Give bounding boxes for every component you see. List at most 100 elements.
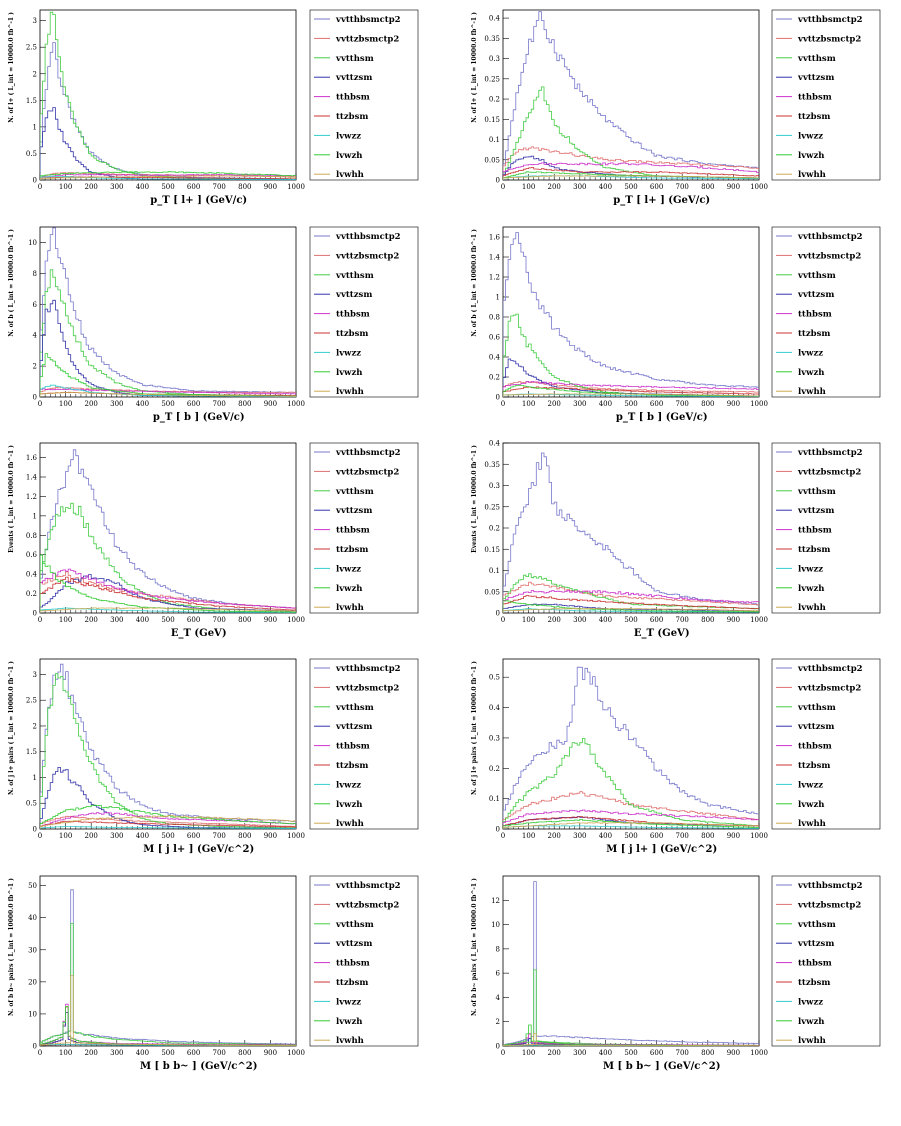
x-tick-label: 900 (264, 183, 277, 191)
x-tick-label: 100 (59, 1049, 72, 1057)
chart-panel-4: 0 100 200 300 400 500 600 700 800 900 1000 0 0.2 0.4 0… (471, 226, 881, 423)
series-lvwzz (503, 175, 759, 180)
legend-label: tthbsm (798, 959, 832, 969)
y-tick-label: 0.15 (484, 546, 500, 554)
legend-label: vvtthbsmctp2 (335, 15, 401, 25)
x-tick-label: 1000 (287, 832, 305, 840)
series-tthbsm (40, 173, 296, 180)
legend-label: vvttzsm (797, 290, 834, 300)
legend-label: lvwzh (798, 584, 825, 594)
legend-label: vvtthsm (335, 54, 374, 64)
y-tick-label: 1.2 (26, 493, 37, 501)
y-axis-label: N. of l+ ( L_int = 10000.0 fb^-1 ) (471, 12, 478, 123)
x-tick-label: 800 (701, 1049, 714, 1057)
legend-label: vvttzbsmctp2 (335, 467, 399, 477)
series-vvttzbsmctp2 (503, 146, 759, 180)
y-tick-label: 1.6 (26, 454, 38, 462)
y-tick-label: 3 (33, 671, 37, 679)
series-vvtthbsmctp2 (503, 666, 759, 829)
x-tick-label: 600 (187, 1049, 200, 1057)
series-vvtthsm (503, 738, 759, 829)
x-tick-label: 1000 (287, 400, 305, 408)
x-tick-label: 100 (59, 400, 72, 408)
x-tick-label: 500 (624, 616, 637, 624)
y-tick-label: 1.6 (489, 234, 501, 242)
x-tick-label: 300 (110, 1049, 123, 1057)
y-axis-label: N. of b ( L_int = 10000.0 fb^-1 ) (8, 229, 15, 337)
y-tick-label: 0 (33, 610, 37, 618)
legend-label: vvttzsm (797, 73, 834, 83)
legend-label: lvwhh (798, 387, 826, 397)
x-tick-label: 0 (501, 616, 505, 624)
y-tick-label: 0.8 (26, 532, 37, 540)
series-lvwhh (40, 175, 296, 180)
legend: vvtthbsmctp2 vvttzbsmctp2 vvtthsm vvttzsm tt… (309, 9, 419, 181)
series-ttzbsm (503, 167, 759, 180)
plot-frame (39, 9, 297, 181)
legend: vvtthbsmctp2 vvttzbsmctp2 vvtthsm vvttzsm tt… (771, 875, 881, 1047)
x-tick-label: 800 (701, 832, 714, 840)
x-tick-label: 100 (59, 183, 72, 191)
x-tick-label: 900 (264, 616, 277, 624)
legend-label: vvtthsm (797, 487, 836, 497)
series-tthbsm (40, 568, 296, 613)
legend-label: lvwhh (336, 819, 364, 829)
legend: vvtthbsmctp2 vvttzbsmctp2 vvtthsm vvttzsm tt… (771, 9, 881, 181)
x-tick-label: 500 (624, 832, 637, 840)
x-tick-label: 300 (110, 832, 123, 840)
x-tick-label: 400 (136, 183, 149, 191)
x-tick-label: 700 (213, 832, 226, 840)
x-tick-label: 0 (38, 400, 42, 408)
legend-label: tthbsm (798, 742, 832, 752)
x-tick-label: 400 (136, 1049, 149, 1057)
chart-panel-1: 0 100 200 300 400 500 600 700 800 900 1000 0 0.5 1 1.5… (8, 9, 419, 206)
x-tick-label: 300 (110, 616, 123, 624)
legend-label: vvtthsm (797, 54, 836, 64)
x-tick-label: 400 (599, 616, 612, 624)
y-tick-label: 10 (491, 921, 500, 929)
legend-label: vvttzbsmctp2 (335, 683, 399, 693)
x-tick-label: 200 (85, 1049, 98, 1057)
x-tick-label: 1000 (750, 183, 768, 191)
y-tick-label: 0.8 (489, 314, 500, 322)
series-tthbsm (40, 388, 296, 397)
y-tick-label: 6 (496, 970, 501, 978)
x-tick-label: 1000 (750, 832, 768, 840)
legend-label: vvttzbsmctp2 (335, 251, 399, 261)
series-vvtthbsmctp2 (503, 881, 759, 1046)
legend-label: tthbsm (798, 93, 832, 103)
legend-label: vvttzsm (335, 290, 372, 300)
legend-label: ttzbsm (336, 112, 368, 122)
y-tick-label: 1.4 (489, 254, 501, 262)
x-tick-label: 500 (161, 1049, 174, 1057)
legend-label: vvttzbsmctp2 (797, 683, 861, 693)
y-tick-label: 0.05 (484, 588, 500, 596)
series-vvtthbsmctp2 (40, 449, 296, 613)
x-tick-label: 200 (548, 616, 561, 624)
series-vvtthbsmctp2 (40, 889, 296, 1046)
series-lvwzh (40, 353, 296, 397)
y-tick-label: 0.5 (26, 150, 37, 158)
legend: vvtthbsmctp2 vvttzbsmctp2 vvtthsm vvttzsm tt… (771, 226, 881, 398)
legend-label: tthbsm (336, 526, 370, 536)
legend-label: lvwhh (798, 603, 826, 613)
series-vvtthsm (40, 11, 296, 180)
y-tick-label: 1.5 (26, 97, 37, 105)
legend-label: vvttzbsmctp2 (797, 251, 861, 261)
x-tick-label: 200 (85, 183, 98, 191)
legend-label: vvttzsm (335, 939, 372, 949)
series-lvwhh (503, 608, 759, 613)
legend-label: vvttzbsmctp2 (797, 900, 861, 910)
legend-label: ttzbsm (798, 112, 830, 122)
y-tick-label: 1.2 (489, 274, 500, 282)
series-vvttzsm (40, 299, 296, 397)
legend-label: ttzbsm (336, 761, 368, 771)
x-tick-label: 800 (238, 400, 251, 408)
legend-label: vvtthsm (335, 703, 374, 713)
legend: vvtthbsmctp2 vvttzbsmctp2 vvtthsm vvttzsm tt… (771, 442, 881, 614)
legend-label: tthbsm (336, 93, 370, 103)
x-tick-label: 900 (727, 183, 740, 191)
x-tick-label: 200 (548, 183, 561, 191)
y-tick-label: 1 (496, 294, 500, 302)
